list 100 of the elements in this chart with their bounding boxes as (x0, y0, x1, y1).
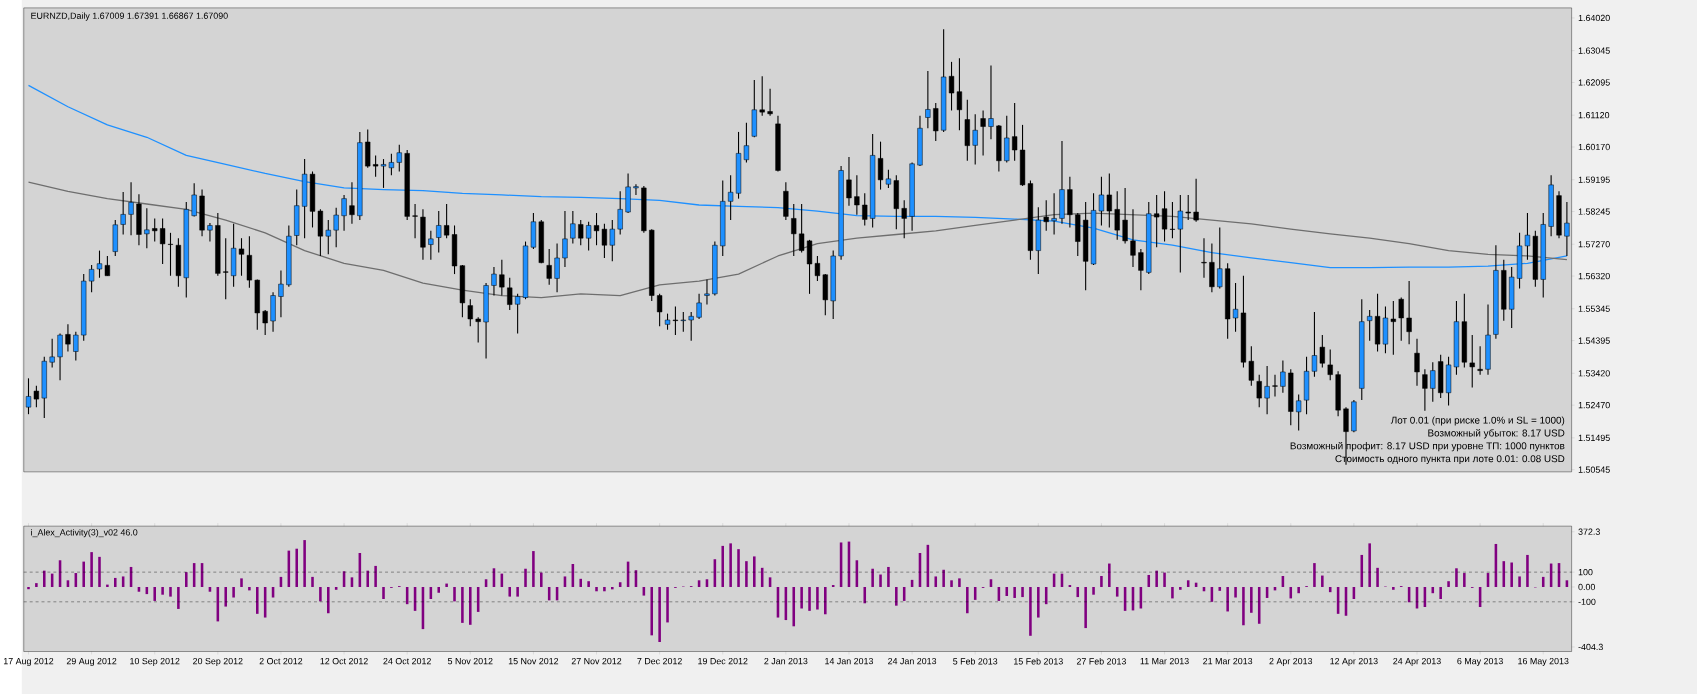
bar (327, 587, 330, 614)
y-tick-label: 1.51495 (1578, 434, 1610, 441)
bar (1321, 575, 1324, 587)
annotation: Возможный профит: 8.17 USD при уровне ТП: 1000 пунктов (1290, 441, 1565, 452)
candlestick (144, 207, 150, 249)
x-tick-label: 2 Apr 2013 (1269, 657, 1313, 667)
bar (958, 578, 961, 587)
candlestick (1272, 374, 1278, 397)
candlestick (278, 269, 284, 318)
bar (90, 552, 93, 587)
bar (1392, 587, 1395, 590)
x-tick-label: 2 Jan 2013 (764, 657, 808, 665)
bar (1013, 587, 1016, 598)
candlestick (262, 309, 268, 336)
bar (579, 578, 583, 587)
candlestick (854, 174, 860, 216)
bar (153, 587, 157, 601)
bar (1084, 587, 1087, 629)
candlestick (972, 113, 978, 166)
candlestick (49, 338, 55, 369)
bar (366, 570, 370, 587)
candlestick (901, 199, 907, 239)
bar (1328, 587, 1332, 593)
candlestick (223, 237, 229, 300)
x-tick-label: 10 Sep 2012 (130, 657, 180, 667)
annotation: Стоимость одного пункта при лоте 0.01: 0.08 USD (1335, 455, 1565, 465)
candlestick (862, 192, 868, 227)
bar (524, 568, 527, 587)
candlestick (428, 230, 434, 261)
bar (469, 587, 472, 625)
y-tick-label: 1.54395 (1578, 337, 1610, 344)
x-tick-label: 5 Feb 2013 (953, 657, 998, 665)
bar (737, 549, 740, 587)
candlestick (1138, 248, 1144, 291)
x-tick-label: 20 Sep 2012 (193, 657, 243, 667)
bar (256, 587, 259, 614)
candlestick (1106, 172, 1112, 229)
x-tick-label: 27 Feb 2013 (1076, 657, 1126, 665)
x-tick-label: 24 Oct 2012 (383, 657, 431, 665)
candlestick (191, 182, 197, 217)
candlestick (1327, 348, 1333, 381)
bar (437, 587, 441, 593)
bar (461, 587, 464, 623)
bar (1447, 581, 1450, 587)
candlestick (1122, 187, 1128, 245)
candlestick (207, 222, 213, 243)
bar (27, 587, 30, 590)
bar (42, 570, 46, 587)
bar (1313, 563, 1316, 587)
x-tick-label: 7 Dec 2012 (637, 657, 682, 665)
y-tick-label: 1.59195 (1578, 176, 1610, 183)
candlestick (1004, 115, 1010, 163)
bar (232, 587, 235, 598)
bar (445, 583, 448, 587)
bar (540, 572, 543, 587)
candlestick (499, 259, 505, 297)
candlestick (554, 243, 560, 293)
candlestick (325, 219, 331, 255)
y-tick-label: -404.3 (1578, 643, 1603, 651)
bar (587, 581, 590, 587)
candlestick (546, 248, 552, 286)
x-tick-label: 27 Nov 2012 (571, 657, 622, 665)
bar (1234, 587, 1237, 598)
bar (185, 572, 188, 587)
candlestick (925, 70, 931, 129)
candlestick (1469, 334, 1475, 388)
bar (1037, 587, 1040, 618)
chart-title: EURNZD,Daily 1.67009 1.67391 1.66867 1.67090 (31, 12, 228, 21)
y-tick-label: 1.62095 (1578, 79, 1610, 86)
candlestick (349, 181, 355, 225)
bar (1076, 587, 1080, 598)
bar (658, 587, 661, 643)
candlestick (633, 183, 639, 196)
bar (98, 556, 101, 587)
bar (1510, 562, 1513, 587)
candlestick (578, 219, 584, 246)
x-tick-label: 5 Nov 2012 (447, 657, 493, 665)
y-tick-label: 1.63045 (1578, 47, 1610, 54)
bar (934, 576, 938, 587)
bar (879, 574, 882, 587)
candlestick (1398, 296, 1404, 342)
bar (595, 587, 598, 592)
x-tick-label: 12 Apr 2013 (1330, 657, 1378, 667)
y-tick-label: 1.50545 (1578, 466, 1610, 473)
candlestick (333, 207, 339, 248)
bar (816, 587, 819, 610)
candlestick (120, 191, 126, 236)
candlestick (1051, 192, 1057, 236)
candlestick (65, 323, 71, 353)
x-tick-label: 14 Jan 2013 (825, 657, 874, 665)
bar (532, 551, 535, 587)
bar (863, 587, 867, 604)
bar (808, 587, 811, 611)
x-tick-label: 15 Feb 2013 (1014, 657, 1063, 665)
x-tick-label: 16 May 2013 (1518, 657, 1569, 667)
bar (1250, 587, 1253, 613)
candlestick (1185, 194, 1191, 221)
bar (1289, 587, 1293, 599)
bar (871, 568, 874, 587)
candlestick (688, 311, 694, 342)
